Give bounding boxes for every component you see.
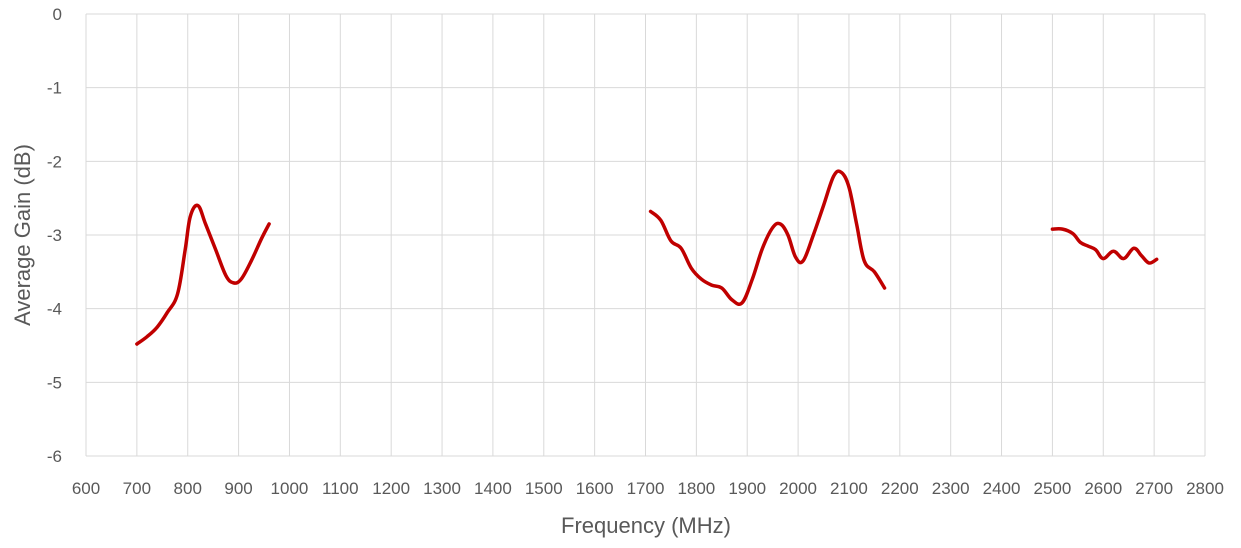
grid-lines [85,13,1206,457]
x-tick-label: 1600 [576,479,614,498]
x-tick-label: 600 [72,479,100,498]
x-tick-label: 1300 [423,479,461,498]
series-line-segment [1050,227,1159,265]
series-line-segment [135,203,271,346]
y-tick-label: -6 [47,447,62,466]
x-tick-label: 1400 [474,479,512,498]
x-tick-label: 2000 [779,479,817,498]
y-tick-label: -3 [47,226,62,245]
y-axis-title: Average Gain (dB) [10,144,35,326]
x-tick-label: 2200 [881,479,919,498]
y-axis-ticks: 0 -1 -2 -3 -4 -5 -6 [47,5,62,466]
series-group [135,169,1159,346]
y-tick-label: -2 [47,152,62,171]
x-tick-label: 1800 [677,479,715,498]
x-tick-label: 1900 [728,479,766,498]
y-tick-label: -4 [47,300,62,319]
x-tick-label: 2400 [983,479,1021,498]
series-line-segment [648,169,887,306]
y-tick-label: 0 [53,5,62,24]
y-tick-label: -1 [47,79,62,98]
x-tick-label: 2500 [1033,479,1071,498]
x-tick-label: 1500 [525,479,563,498]
x-tick-label: 2700 [1135,479,1173,498]
x-tick-label: 700 [123,479,151,498]
x-tick-label: 2300 [932,479,970,498]
x-tick-label: 1000 [271,479,309,498]
x-tick-label: 800 [174,479,202,498]
x-tick-label: 1700 [627,479,665,498]
x-tick-label: 1100 [322,479,359,498]
x-tick-label: 2800 [1186,479,1224,498]
x-axis-title: Frequency (MHz) [561,513,731,538]
x-axis-ticks: 600 700 800 900 1000 1100 1200 1300 1400 1500 1600… [72,479,1224,498]
x-tick-label: 900 [224,479,252,498]
y-tick-label: -5 [47,373,62,392]
x-tick-label: 1200 [372,479,410,498]
x-tick-label: 2100 [830,479,868,498]
x-tick-label: 2600 [1084,479,1122,498]
